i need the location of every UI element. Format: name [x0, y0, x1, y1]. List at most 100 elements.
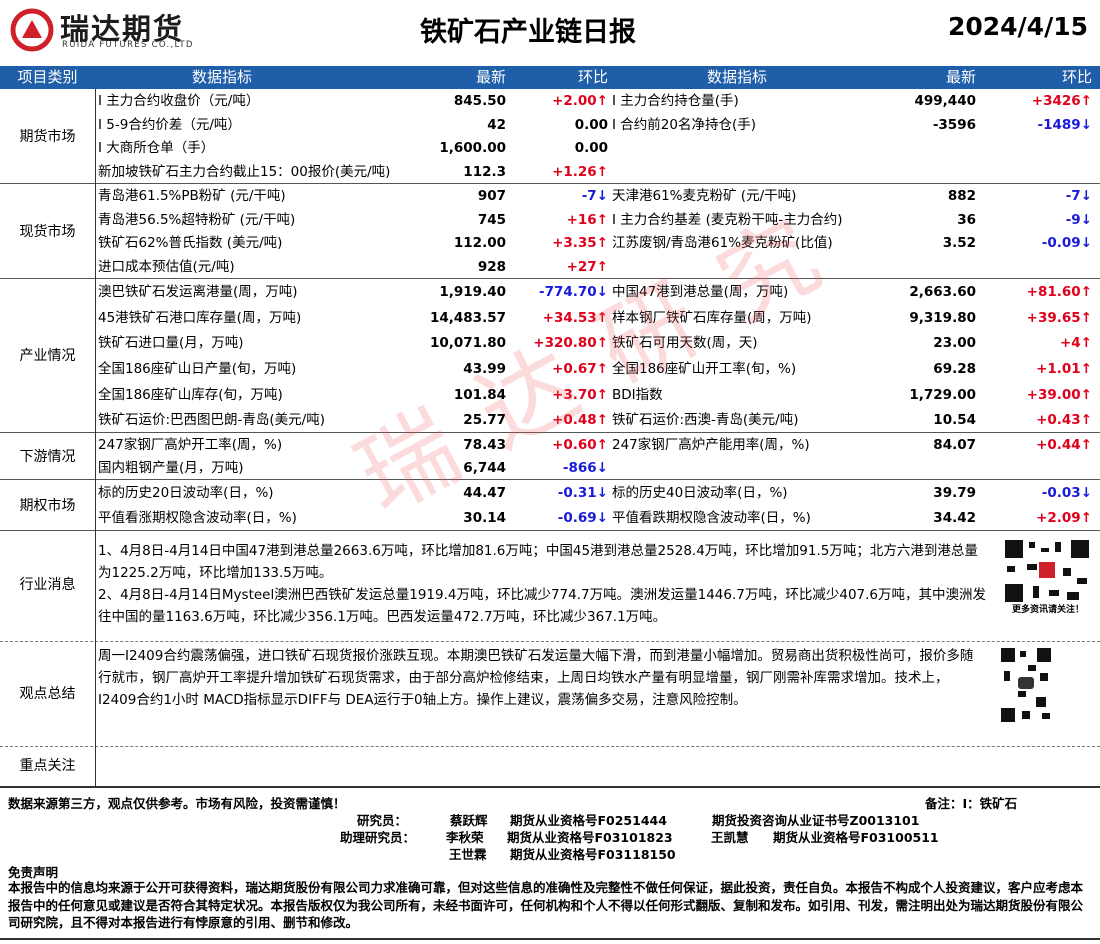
- change-value: +16↑: [566, 211, 608, 228]
- disclaimer-text: 本报告中的信息均来源于公开可获得资料，瑞达期货股份有限公司力求准确可靠，但对这些…: [8, 880, 1084, 930]
- column-header: 最新: [945, 68, 976, 86]
- report-title: 铁矿石产业链日报: [420, 17, 636, 48]
- indicator-name: I 主力合约基差 (麦克粉干吨-主力合约): [612, 211, 843, 228]
- column-header: 数据指标: [191, 68, 252, 86]
- change-value: -1489↓: [1037, 116, 1093, 133]
- change-value: -9↓: [1065, 211, 1092, 228]
- header-bar: [0, 66, 1100, 89]
- latest-value: 928: [477, 259, 506, 276]
- column-header: 环比: [1061, 68, 1092, 86]
- logo-icon: [10, 8, 54, 52]
- indicator-name: 国内粗钢产量(月，万吨): [98, 460, 244, 477]
- change-value: +0.48↑: [552, 412, 608, 429]
- change-value: +34.53↑: [542, 309, 608, 326]
- change-value: -0.09↓: [1041, 235, 1092, 252]
- latest-value: 44.47: [463, 484, 506, 501]
- change-value: -774.70↓: [538, 283, 608, 300]
- indicator-name: 45港铁矿石港口库存量(周，万吨): [98, 309, 302, 326]
- staff-info: 蔡跃辉: [450, 813, 488, 828]
- change-value: +0.43↑: [1036, 412, 1092, 429]
- change-value: -0.31↓: [557, 484, 608, 501]
- staff-info: 李秋荣: [446, 830, 484, 845]
- column-header: 最新: [475, 68, 506, 86]
- indicator-name: I 主力合约持仓量(手): [612, 92, 739, 109]
- latest-value: 10.54: [933, 412, 976, 429]
- indicator-name: 样本钢厂铁矿石库存量(周，万吨): [612, 309, 812, 326]
- change-value: +2.09↑: [1036, 510, 1092, 527]
- news-paragraph: 1、4月8日-4月14日中国47港到港总量2663.6万吨，环比增加81.6万吨…: [98, 543, 978, 581]
- indicator-name: 标的历史20日波动率(日，%): [98, 484, 274, 501]
- indicator-name: 铁矿石运价:巴西图巴朗-青岛(美元/吨): [98, 412, 326, 429]
- latest-value: 3.52: [942, 235, 976, 252]
- category-label: 行业消息: [19, 577, 76, 593]
- section-divider: [0, 530, 1100, 531]
- category-label: 观点总结: [19, 686, 76, 702]
- change-value: +2.00↑: [552, 92, 608, 109]
- indicator-name: 进口成本预估值(元/吨): [98, 259, 235, 276]
- news-paragraph: 2、4月8日-4月14日Mysteel澳洲巴西铁矿发运总量1919.4万吨，环比…: [98, 587, 986, 625]
- indicator-name: 中国47港到港总量(周，万吨): [612, 283, 789, 300]
- change-value: +39.00↑: [1026, 386, 1092, 403]
- indicator-name: 青岛港61.5%PB粉矿 (元/干吨): [98, 187, 286, 204]
- latest-value: 745: [477, 211, 506, 228]
- indicator-name: 铁矿石可用天数(周，天): [612, 335, 758, 352]
- section-divider: [0, 786, 1100, 788]
- indicator-name: 新加坡铁矿石主力合约截止15：00报价(美元/吨): [98, 164, 391, 181]
- indicator-name: 全国186座矿山开工率(旬，%): [612, 360, 797, 377]
- indicator-name: 标的历史40日波动率(日，%): [612, 484, 788, 501]
- section-divider: [0, 746, 1100, 747]
- change-value: +27↑: [566, 259, 608, 276]
- change-value: +0.67↑: [552, 360, 608, 377]
- staff-info: 研究员：: [357, 813, 408, 828]
- staff-info: 期货从业资格号F0251444: [510, 813, 667, 828]
- column-header: 项目类别: [17, 68, 78, 86]
- section-divider: [0, 479, 1100, 480]
- indicator-name: 铁矿石运价:西澳-青岛(美元/吨): [612, 412, 799, 429]
- indicator-name: I 大商所仓单（手）: [98, 140, 215, 157]
- latest-value: 69.28: [933, 360, 976, 377]
- indicator-name: 全国186座矿山库存(旬，万吨): [98, 386, 283, 403]
- change-value: +3426↑: [1031, 92, 1092, 109]
- indicator-name: 247家钢厂高炉开工率(周，%): [98, 436, 283, 453]
- change-value: +4↑: [1059, 335, 1092, 352]
- latest-value: 36: [957, 211, 976, 228]
- category-label: 期货市场: [19, 128, 76, 145]
- footer-note: 数据来源第三方，观点仅供参考。市场有风险，投资需谨慎！: [8, 796, 346, 811]
- category-label: 重点关注: [19, 758, 76, 774]
- indicator-name: I 5-9合约价差（元/吨）: [98, 116, 241, 133]
- latest-value: 34.42: [933, 510, 976, 527]
- column-header: 环比: [577, 68, 608, 86]
- latest-value: 14,483.57: [429, 309, 506, 326]
- indicator-name: 江苏废钢/青岛港61%麦克粉矿(比值): [612, 235, 833, 252]
- latest-value: 42: [487, 116, 506, 133]
- latest-value: 1,729.00: [909, 386, 976, 403]
- latest-value: 78.43: [463, 436, 506, 453]
- change-value: 0.00: [574, 116, 608, 133]
- section-divider: [0, 278, 1100, 279]
- latest-value: 25.77: [463, 412, 506, 429]
- change-value: -7↓: [1065, 187, 1092, 204]
- section-divider: [0, 641, 1100, 642]
- indicator-name: BDI指数: [612, 386, 663, 403]
- indicator-name: 铁矿石62%普氏指数 (美元/吨): [98, 235, 283, 252]
- indicator-name: 天津港61%麦克粉矿 (元/干吨): [612, 187, 797, 204]
- latest-value: 112.3: [463, 164, 506, 181]
- staff-info: 期货从业资格号F03101823: [507, 830, 673, 845]
- qr-code: [1001, 648, 1051, 722]
- latest-value: 30.14: [463, 510, 506, 527]
- latest-value: 1,919.40: [439, 283, 506, 300]
- logo-subtitle: RUIDA FUTURES CO.,LTD: [62, 40, 194, 50]
- category-label: 期权市场: [19, 497, 76, 514]
- change-value: +320.80↑: [533, 335, 608, 352]
- qr-caption: 更多资讯请关注！: [1011, 605, 1084, 615]
- change-value: -866↓: [562, 460, 608, 477]
- indicator-name: 平值看跌期权隐含波动率(日，%): [612, 510, 811, 527]
- footer-line: [0, 938, 1100, 940]
- indicator-name: 全国186座矿山日产量(旬，万吨): [98, 360, 297, 377]
- change-value: +1.01↑: [1036, 360, 1092, 377]
- disclaimer-title: 免责声明: [8, 865, 59, 880]
- latest-value: 845.50: [453, 92, 506, 109]
- category-label: 产业情况: [19, 348, 76, 364]
- latest-value: 1,600.00: [439, 140, 506, 157]
